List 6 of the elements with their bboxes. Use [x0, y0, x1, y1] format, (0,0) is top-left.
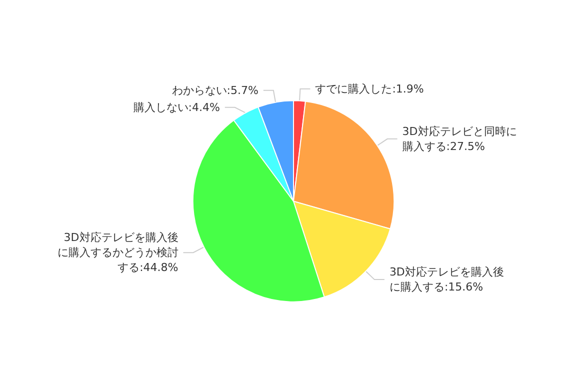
slice-label: 3D対応テレビを購入後に購入するかどうか検討する:44.8%: [57, 231, 178, 274]
slice-label: 3D対応テレビを購入後に購入する:15.6%: [389, 266, 504, 294]
slice-label: わからない:5.7%: [172, 84, 258, 97]
slice-label: 購入しない:4.4%: [133, 100, 220, 114]
slice-label: すでに購入した:1.9%: [315, 82, 424, 96]
slice-label: 3D対応テレビと同時に購入する:27.5%: [402, 124, 517, 153]
